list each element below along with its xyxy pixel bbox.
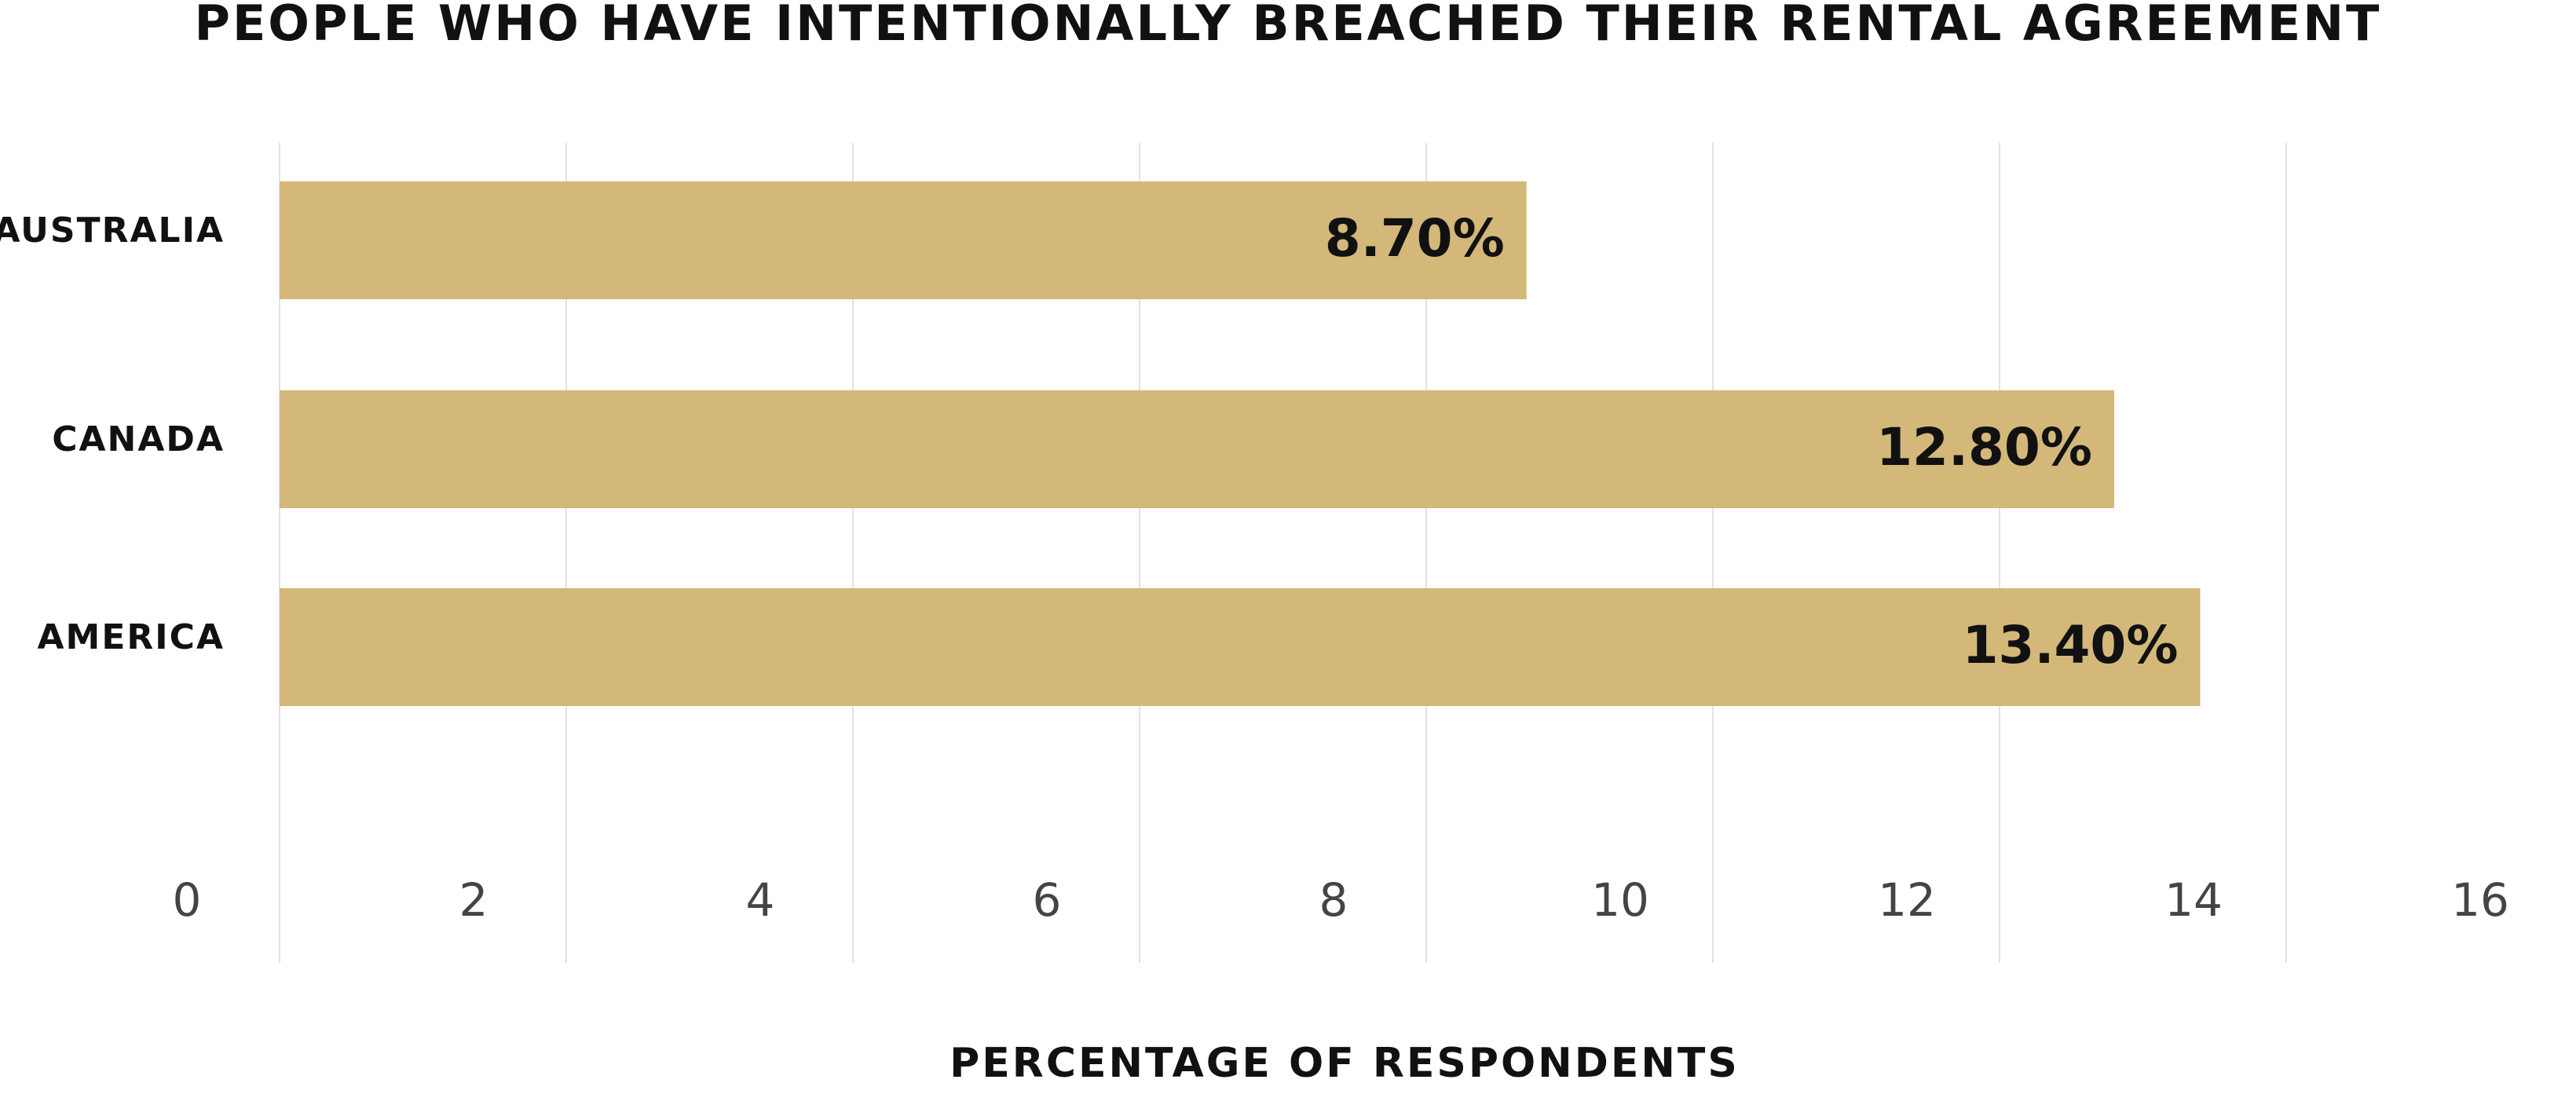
x-tick-label: 4 [746, 873, 775, 927]
bar [280, 588, 2201, 706]
value-label: 12.80% [1876, 417, 2092, 477]
x-tick-label: 14 [2164, 873, 2223, 927]
x-tick-label: 2 [459, 873, 488, 927]
y-tick-label: AUSTRALIA [0, 210, 225, 251]
bar [280, 181, 1527, 299]
x-tick-label: 8 [1319, 873, 1348, 927]
x-tick-label: 0 [173, 873, 202, 927]
x-tick-label: 12 [1878, 873, 1936, 927]
x-tick-label: 16 [2451, 873, 2509, 927]
value-label: 13.40% [1963, 615, 2179, 675]
y-tick-label: CANADA [52, 419, 225, 459]
value-label: 8.70% [1325, 208, 1505, 269]
x-axis-title: PERCENTAGE OF RESPONDENTS [950, 1040, 1740, 1087]
x-tick-label: 6 [1033, 873, 1062, 927]
chart-title: PEOPLE WHO HAVE INTENTIONALLY BREACHED T… [195, 0, 2382, 52]
x-tick-label: 10 [1591, 873, 1649, 927]
y-tick-label: AMERICA [38, 617, 225, 657]
bar [280, 390, 2114, 508]
